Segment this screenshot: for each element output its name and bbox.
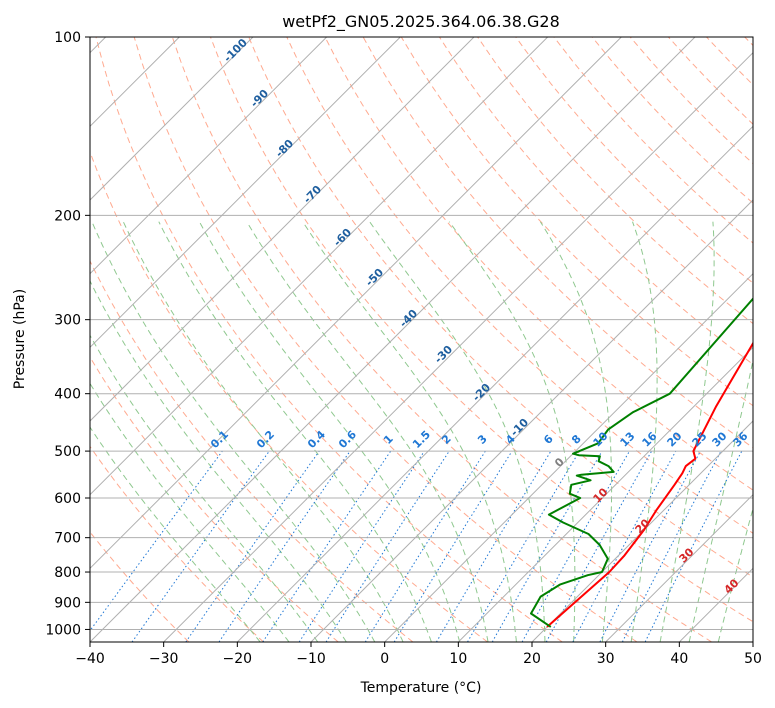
mixing-ratio-line [262, 450, 392, 642]
x-tick-label: −10 [296, 651, 326, 667]
isotherm-line [90, 37, 549, 496]
isotherm-line [90, 37, 622, 570]
isotherm-line [90, 37, 328, 275]
mixing-ratio-line [325, 450, 450, 642]
x-tick-label: −30 [149, 651, 179, 667]
y-tick-label: 200 [54, 208, 81, 224]
y-tick-label: 300 [54, 313, 81, 329]
moist-adiabat-line [302, 221, 517, 642]
x-tick-label: 0 [380, 651, 389, 667]
moist-adiabat-line [659, 221, 715, 642]
dry-adiabat-line [515, 37, 753, 284]
dry-adiabat-line [210, 37, 753, 623]
y-tick-label: 500 [54, 444, 81, 460]
mixing-ratio-line [393, 450, 513, 642]
x-tick-label: 30 [597, 651, 615, 667]
dry-adiabat-line [90, 445, 264, 642]
isotherm-line [90, 37, 696, 642]
mixing-ratio-line [90, 450, 223, 632]
moist-adiabat-line [246, 221, 489, 642]
x-axis-label: Temperature (°C) [360, 680, 482, 696]
dry-adiabat-line [95, 37, 563, 642]
y-tick-label: 700 [54, 531, 81, 547]
moist-adiabat-line [630, 221, 658, 642]
plot-frame [89, 36, 754, 643]
moist-adiabat-line [158, 221, 432, 642]
mixing-ratio-line [218, 450, 351, 642]
moist-adiabat-line [122, 221, 404, 642]
isotherm-line [384, 272, 753, 642]
x-tick-label: −40 [75, 651, 105, 667]
y-tick-label: 1000 [45, 622, 81, 638]
temperature-line [546, 341, 753, 628]
axes: −40 −30 −20 −10 0 10 20 30 40 50 100 200 300 400 500 60… [45, 30, 762, 667]
dry-adiabat-line [286, 37, 753, 534]
isotherm-line [531, 420, 753, 642]
mixing-ratio-line [644, 450, 743, 642]
dry-adiabat-line [90, 356, 339, 642]
mixing-ratio-line [131, 450, 270, 642]
dry-adiabat-line [324, 37, 753, 491]
y-tick-label: 900 [54, 595, 81, 611]
mixing-ratio-line [572, 450, 677, 642]
mixing-ratio-line [185, 450, 320, 642]
isotherm-line [90, 37, 475, 422]
moist-adiabat-line [448, 221, 576, 642]
isotherm-line [163, 51, 753, 642]
y-axis-label: Pressure (hPa) [12, 289, 28, 389]
mixing-ratio-line [521, 450, 630, 642]
x-tick-label: −20 [223, 651, 253, 667]
y-tick-label: 600 [54, 491, 81, 507]
isotherm-line [90, 37, 401, 349]
moist-adiabat-line [539, 221, 613, 642]
y-tick-label: 800 [54, 565, 81, 581]
isotherm-line [310, 199, 753, 642]
dewpoint-line [530, 297, 753, 628]
moist-adiabat-line [91, 221, 376, 642]
chart-title: wetPf2_GN05.2025.364.06.38.G28 [282, 12, 560, 32]
moist-adiabat-line [369, 221, 546, 642]
dry-adiabat-line [90, 259, 414, 642]
x-tick-label: 20 [523, 651, 541, 667]
mixing-ratio-line [298, 450, 425, 642]
isotherm-line [457, 346, 753, 642]
y-tick-label: 400 [54, 387, 81, 403]
isotherm-line [90, 37, 254, 201]
moist-adiabat-line [688, 358, 753, 642]
x-tick-label: 10 [449, 651, 467, 667]
mixing-ratio-line [545, 450, 653, 642]
y-tick-label: 100 [54, 30, 81, 46]
dry-adiabat-line [248, 37, 753, 578]
dry-adiabat-line [171, 37, 712, 642]
moist-adiabat-line [90, 382, 290, 642]
moist-adiabat-line [198, 221, 461, 642]
x-tick-label: 50 [744, 651, 762, 667]
moist-adiabat-line [90, 279, 347, 642]
isotherm-line [605, 493, 753, 642]
moist-adiabat-line [90, 426, 261, 642]
x-tick-label: 40 [670, 651, 688, 667]
isotherm-line [236, 125, 753, 642]
